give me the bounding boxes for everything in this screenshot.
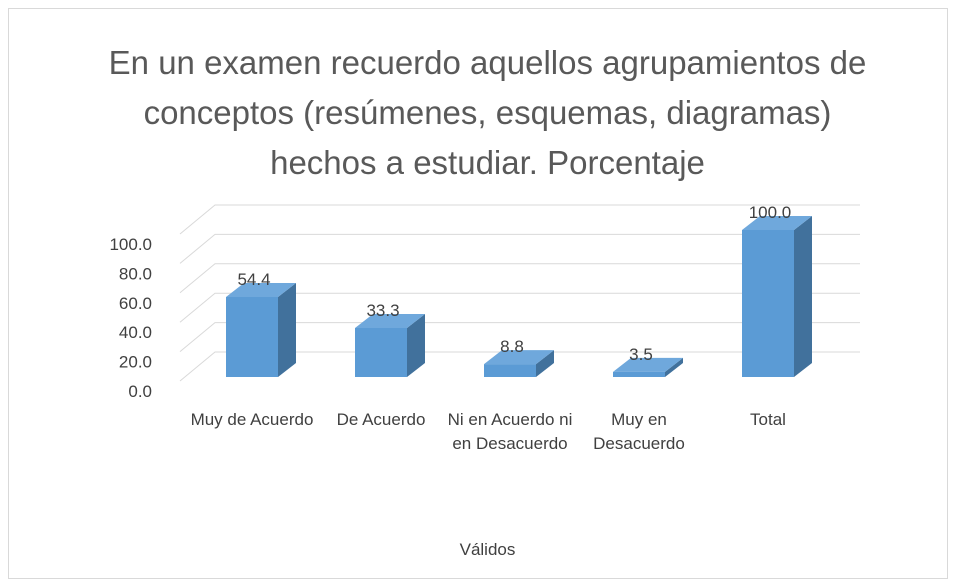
data-label: 54.4 <box>237 270 270 289</box>
bar-top <box>355 314 425 329</box>
y-tick-label: 40.0 <box>119 323 152 342</box>
y-tick-label: 20.0 <box>119 353 152 372</box>
bar-side <box>407 314 425 377</box>
data-label: 8.8 <box>500 337 524 356</box>
bar-front <box>742 230 794 377</box>
bar-front <box>355 328 407 377</box>
bar <box>484 350 554 377</box>
bar-side <box>794 216 812 377</box>
bar-top <box>226 283 296 298</box>
bar-front <box>613 371 665 377</box>
y-tick-label: 80.0 <box>119 264 152 283</box>
y-tick-label: 0.0 <box>128 382 152 401</box>
grid-line <box>179 322 860 352</box>
x-tick-label: Ni en Acuerdo ni en Desacuerdo <box>447 410 573 453</box>
bar-top <box>742 216 812 230</box>
data-label: 33.3 <box>366 301 399 320</box>
grid-line <box>179 263 860 294</box>
bar-front <box>484 364 536 377</box>
grid-line <box>179 292 860 323</box>
data-label: 100.0 <box>749 203 792 222</box>
y-tick-label: 60.0 <box>119 294 152 313</box>
data-label: 3.5 <box>629 345 653 364</box>
bar-side <box>278 283 296 377</box>
bar-top <box>613 357 683 372</box>
x-tick-label: Total <box>750 410 786 429</box>
x-tick-label: Muy de Acuerdo <box>190 410 314 429</box>
bar <box>742 216 812 377</box>
grid-line <box>179 233 860 264</box>
grid-line <box>179 351 860 382</box>
y-tick-label: 100.0 <box>109 235 152 254</box>
x-axis-title: Válidos <box>459 540 516 559</box>
grid-line <box>179 204 860 235</box>
bar-side <box>665 357 683 377</box>
chart-title: En un examen recuerdo aquellos agrupamie… <box>108 44 867 181</box>
bar-top <box>484 350 554 365</box>
x-tick-label: De Acuerdo <box>336 410 426 429</box>
bar-side <box>536 350 554 377</box>
x-tick-label: Muy en Desacuerdo <box>593 410 685 453</box>
bar-front <box>226 297 278 377</box>
bar <box>226 283 296 377</box>
bar <box>613 357 683 377</box>
bar <box>355 314 425 377</box>
